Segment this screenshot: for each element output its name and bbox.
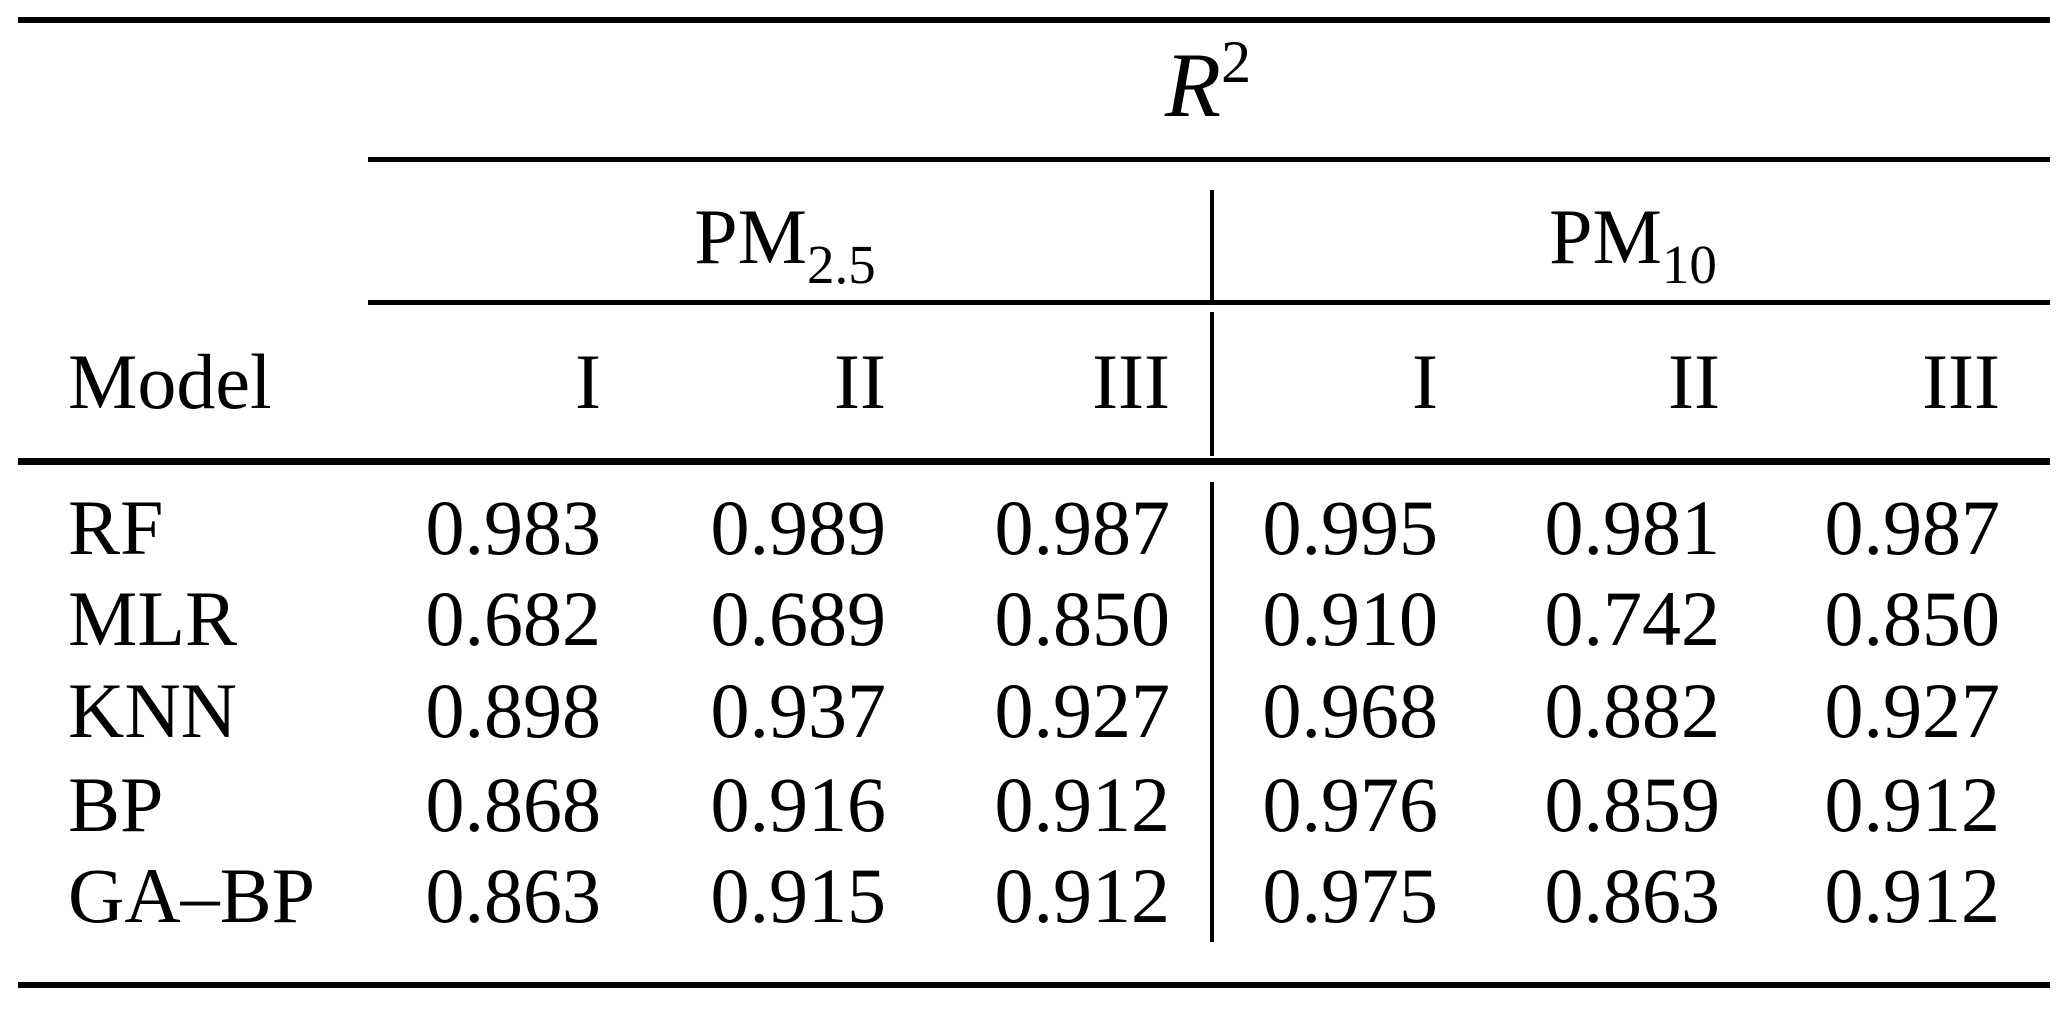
cell-bp-pm10-ii: 0.859 — [1544, 761, 1721, 848]
cell-ga-bp-pm25-i: 0.863 — [425, 852, 602, 939]
column-header-pm10-i: I — [1412, 338, 1438, 425]
cell-bp-pm10-i: 0.976 — [1262, 761, 1439, 848]
cell-mlr-pm25-i: 0.682 — [425, 575, 602, 662]
column-header-pm25-i: I — [575, 338, 601, 425]
group-divider-pm-row — [1210, 190, 1214, 300]
cell-bp-pm25-i: 0.868 — [425, 761, 602, 848]
column-header-model: Model — [68, 338, 272, 425]
pm10-subscript: 10 — [1661, 234, 1717, 295]
pm25-base: PM — [694, 193, 807, 280]
row-label-knn: KNN — [68, 667, 237, 754]
row-label-bp: BP — [68, 761, 164, 848]
rule-under-r-squared — [368, 157, 2050, 162]
group-divider-header-row — [1210, 312, 1214, 456]
column-header-pm25-iii: III — [1092, 338, 1170, 425]
table-bottom-rule — [18, 982, 2050, 988]
cell-knn-pm10-i: 0.968 — [1262, 667, 1439, 754]
cell-rf-pm25-iii: 0.987 — [994, 484, 1171, 571]
row-label-mlr: MLR — [68, 575, 238, 662]
row-label-ga-bp: GA–BP — [68, 852, 316, 939]
pm10-base: PM — [1549, 193, 1662, 280]
rule-under-pm-groups — [368, 300, 2050, 305]
cell-bp-pm25-iii: 0.912 — [994, 761, 1171, 848]
cell-mlr-pm10-i: 0.910 — [1262, 575, 1439, 662]
r-squared-exponent: 2 — [1221, 29, 1252, 95]
r-squared-symbol: R — [1164, 34, 1222, 136]
cell-ga-bp-pm10-ii: 0.863 — [1544, 852, 1721, 939]
cell-rf-pm10-ii: 0.981 — [1544, 484, 1721, 571]
row-label-rf: RF — [68, 484, 164, 571]
cell-knn-pm10-ii: 0.882 — [1544, 667, 1721, 754]
cell-mlr-pm10-ii: 0.742 — [1544, 575, 1721, 662]
table-header-rule — [18, 458, 2050, 465]
cell-ga-bp-pm25-iii: 0.912 — [994, 852, 1171, 939]
table-top-rule — [18, 17, 2050, 23]
cell-mlr-pm10-iii: 0.850 — [1824, 575, 2001, 662]
column-header-pm10-ii: II — [1668, 338, 1720, 425]
cell-knn-pm10-iii: 0.927 — [1824, 667, 2001, 754]
column-header-pm10-iii: III — [1922, 338, 2000, 425]
cell-ga-bp-pm10-i: 0.975 — [1262, 852, 1439, 939]
cell-rf-pm10-i: 0.995 — [1262, 484, 1439, 571]
pm25-subscript: 2.5 — [806, 234, 876, 295]
table-title-r-squared: R2 — [1165, 30, 1251, 140]
cell-bp-pm10-iii: 0.912 — [1824, 761, 2001, 848]
column-header-pm25-ii: II — [834, 338, 886, 425]
cell-knn-pm25-i: 0.898 — [425, 667, 602, 754]
cell-ga-bp-pm25-ii: 0.915 — [710, 852, 887, 939]
cell-rf-pm25-ii: 0.989 — [710, 484, 887, 571]
cell-rf-pm10-iii: 0.987 — [1824, 484, 2001, 571]
cell-rf-pm25-i: 0.983 — [425, 484, 602, 571]
group-header-pm10: PM10 — [1549, 192, 1717, 292]
cell-mlr-pm25-iii: 0.850 — [994, 575, 1171, 662]
cell-knn-pm25-ii: 0.937 — [710, 667, 887, 754]
cell-mlr-pm25-ii: 0.689 — [710, 575, 887, 662]
group-header-pm25: PM2.5 — [694, 192, 875, 292]
cell-ga-bp-pm10-iii: 0.912 — [1824, 852, 2001, 939]
cell-bp-pm25-ii: 0.916 — [710, 761, 887, 848]
cell-knn-pm25-iii: 0.927 — [994, 667, 1171, 754]
group-divider-data-rows — [1210, 482, 1214, 942]
